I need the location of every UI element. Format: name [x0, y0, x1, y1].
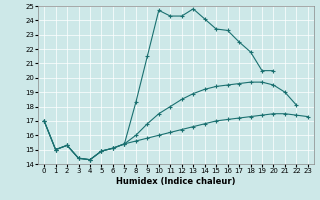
- X-axis label: Humidex (Indice chaleur): Humidex (Indice chaleur): [116, 177, 236, 186]
